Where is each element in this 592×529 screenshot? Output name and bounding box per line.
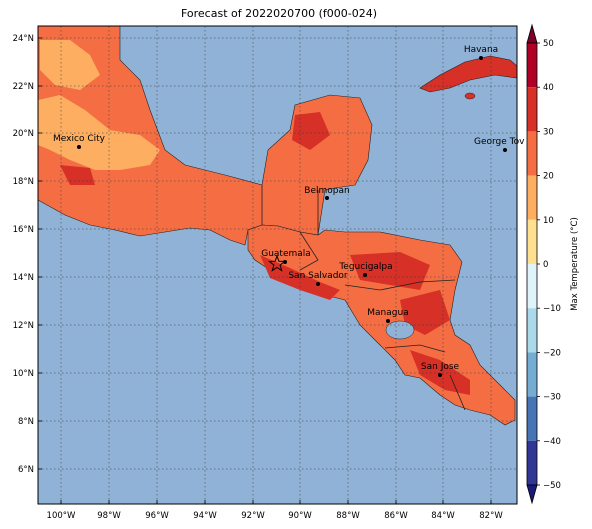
lon-tick-label: 92°W <box>241 511 265 521</box>
longitude-ticks: 100°W 98°W 96°W 94°W 92°W 90°W 88°W 86°W 84°W 82°… <box>47 500 503 521</box>
lon-tick-label: 98°W <box>97 511 121 521</box>
lat-tick-label: 18°N <box>13 177 34 187</box>
city-markers: Havana Mexico City George Tov Belmopan Guate… <box>53 45 525 377</box>
lon-tick-label: 90°W <box>288 511 312 521</box>
lat-tick-label: 22°N <box>13 82 34 92</box>
land-mexico <box>37 25 373 246</box>
lon-tick-label: 84°W <box>431 511 455 521</box>
colorbar-segment <box>527 43 537 88</box>
colorbar-segment <box>527 131 537 176</box>
lake-nicaragua <box>385 320 415 340</box>
colorbar-segment <box>527 87 537 132</box>
colorbar-segment <box>527 264 537 309</box>
land-costa-rica <box>410 350 470 395</box>
city-label: Tegucigalpa <box>338 262 392 272</box>
colorbar-tick-label: −20 <box>543 348 561 358</box>
lon-tick-label: 88°W <box>336 511 360 521</box>
city-dot <box>363 273 367 277</box>
city-label: San Salvador <box>288 271 348 281</box>
colorbar-segment <box>527 440 537 485</box>
colorbar-tick-label: −50 <box>543 481 561 491</box>
city-dot <box>325 196 329 200</box>
city-label: Managua <box>367 308 408 318</box>
map-title: Forecast of 2022020700 (f000-024) <box>180 7 378 20</box>
latitude-ticks: 24°N 22°N 20°N 18°N 16°N 14°N 12°N 10°N 8°N 6°N <box>13 34 42 475</box>
land-yucatan-hot <box>292 112 330 150</box>
lat-tick-label: 16°N <box>13 225 34 235</box>
city-label: Guatemala <box>261 249 311 259</box>
colorbar-tick-label: −30 <box>543 393 561 403</box>
border-honduras-nicaragua <box>344 279 456 291</box>
colorbar-label: Max Temperature (°C) <box>570 217 580 311</box>
city-label: Mexico City <box>53 134 106 144</box>
map-frame <box>37 25 518 505</box>
lon-tick-label: 96°W <box>145 511 169 521</box>
lat-tick-label: 10°N <box>13 369 34 379</box>
colorbar-segment <box>527 219 537 264</box>
colorbar: 50 40 30 20 10 0 −10 −20 −30 −40 −50 Max Temperatur… <box>526 23 580 505</box>
colorbar-bottom-extend <box>526 484 538 505</box>
colorbar-tick-label: 40 <box>543 83 554 93</box>
land-mexico-hot <box>60 165 95 185</box>
city-label: George Tov <box>474 137 525 147</box>
lon-tick-label: 82°W <box>479 511 503 521</box>
storm-star-icon <box>268 254 286 272</box>
colorbar-tick-label: 0 <box>543 260 548 270</box>
colorbar-top-extend <box>526 23 538 44</box>
city-dot <box>438 373 442 377</box>
city-dot <box>283 260 287 264</box>
city-dot <box>316 282 320 286</box>
colorbar-segment <box>527 352 537 397</box>
lat-tick-label: 8°N <box>18 417 34 427</box>
city-dot <box>479 56 483 60</box>
lon-tick-label: 86°W <box>384 511 408 521</box>
city-dot <box>77 145 81 149</box>
border-guatemala-honduras <box>299 231 319 271</box>
city-dot <box>503 148 507 152</box>
city-label: Havana <box>464 45 498 55</box>
lon-tick-label: 100°W <box>47 511 76 521</box>
colorbar-tick-label: −40 <box>543 437 561 447</box>
city-label: Belmopan <box>304 186 349 196</box>
lat-tick-label: 12°N <box>13 321 34 331</box>
colorbar-segment <box>527 396 537 441</box>
colorbar-segment <box>527 308 537 353</box>
land-honduras-hot <box>350 252 430 290</box>
colorbar-tick-label: 30 <box>543 127 554 137</box>
lat-tick-label: 6°N <box>18 465 34 475</box>
lat-tick-label: 20°N <box>13 129 34 139</box>
lon-tick-label: 94°W <box>193 511 217 521</box>
land-nicaragua-hot <box>400 290 450 335</box>
city-label: San Jose <box>421 362 460 372</box>
land-isla-juventud <box>464 92 476 100</box>
colorbar-tick-label: 20 <box>543 172 554 182</box>
map-panel: Havana Mexico City George Tov Belmopan Guate… <box>13 25 525 521</box>
border-nicaragua-costarica <box>384 344 446 353</box>
land-mexico-plateau <box>38 95 160 170</box>
colorbar-tick-label: 50 <box>543 39 554 49</box>
border-costarica-panama <box>449 374 466 411</box>
land-mexico-north <box>40 40 100 90</box>
colorbar-segment <box>527 175 537 220</box>
lat-tick-label: 14°N <box>13 273 34 283</box>
lat-tick-label: 24°N <box>13 34 34 44</box>
city-dot <box>386 319 390 323</box>
colorbar-tick-label: −10 <box>543 304 561 314</box>
colorbar-tick-label: 10 <box>543 216 554 226</box>
